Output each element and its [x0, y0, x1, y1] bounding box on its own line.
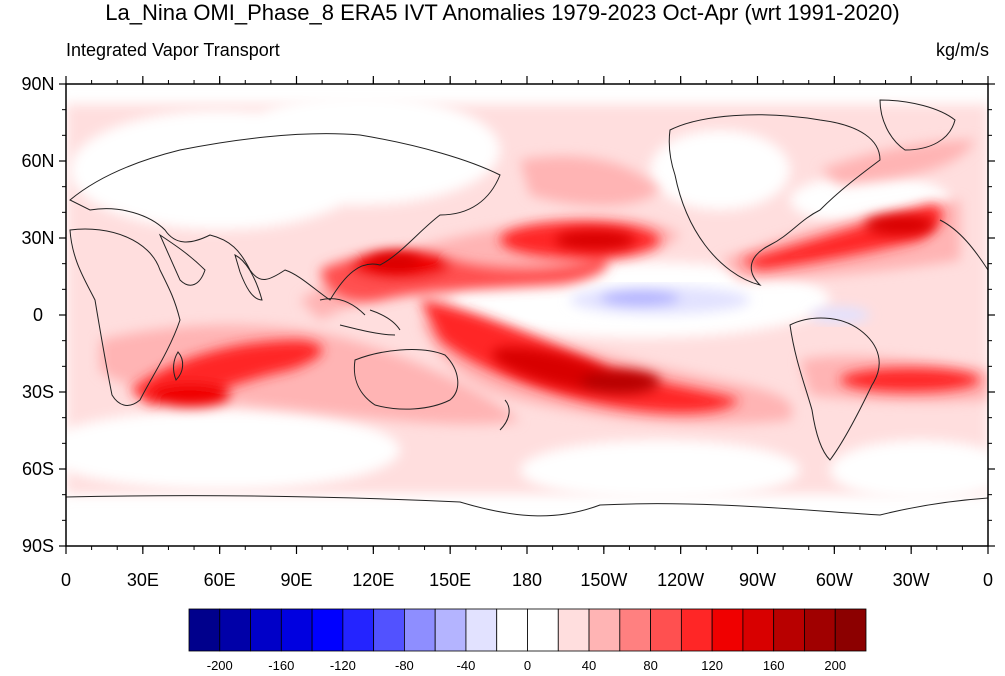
colorbar-swatch — [773, 608, 805, 652]
negative-anomaly-layer — [570, 286, 870, 323]
colorbar-swatch — [373, 608, 405, 652]
colorbar-swatch — [557, 608, 590, 652]
colorbar-swatch — [465, 608, 498, 652]
colorbar-swatch — [280, 608, 313, 652]
colorbar-swatch — [711, 608, 744, 652]
lon-tick-label: 30E — [127, 570, 159, 590]
lat-tick-label: 90S — [22, 536, 54, 556]
colorbar-swatch — [834, 608, 867, 652]
lon-tick-label: 90W — [739, 570, 776, 590]
lat-tick-label: 0 — [33, 305, 43, 325]
colorbar-swatch — [188, 608, 221, 652]
colorbar-swatch — [434, 608, 467, 652]
colorbar-swatch — [342, 608, 375, 652]
latitude-axis: 90N 60N 30N 0 30S 60S 90S — [21, 74, 995, 556]
units-label: kg/m/s — [935, 40, 989, 60]
colorbar-label: -120 — [330, 658, 356, 673]
colorbar-label: 80 — [643, 658, 657, 673]
colorbar-label: 0 — [524, 658, 531, 673]
lon-tick-label: 0 — [983, 570, 993, 590]
lat-tick-label: 30S — [22, 382, 54, 402]
colorbar-swatch — [311, 608, 344, 652]
plot-title: La_Nina OMI_Phase_8 ERA5 IVT Anomalies 1… — [105, 0, 900, 25]
lon-tick-label: 30W — [893, 570, 930, 590]
colorbar-label: -160 — [268, 658, 294, 673]
colorbar-swatch — [619, 608, 651, 652]
colorbar-swatch — [650, 608, 682, 652]
colorbar-label: 120 — [701, 658, 723, 673]
colorbar-swatch — [527, 608, 559, 652]
lat-tick-label: 30N — [21, 228, 54, 248]
colorbar-swatch — [496, 608, 528, 652]
lon-tick-label: 120W — [657, 570, 704, 590]
colorbar-swatch — [404, 608, 436, 652]
colorbar-swatch — [804, 608, 836, 652]
lon-tick-label: 120E — [352, 570, 394, 590]
colorbar-label: 160 — [763, 658, 785, 673]
lon-tick-label: 90E — [280, 570, 312, 590]
colorbar-swatch — [680, 608, 713, 652]
lat-tick-label: 90N — [21, 74, 54, 94]
coastlines — [66, 99, 988, 517]
colorbar-label: -200 — [207, 658, 233, 673]
lon-tick-label: 60W — [816, 570, 853, 590]
colorbar-swatch — [742, 608, 775, 652]
longitude-axis: 0 30E 60E 90E 120E 150E 180 150W 120W 90W 60W 30W 0 — [61, 76, 993, 590]
colorbar: -200 -160 -120 -80 -40 0 40 80 120 160 200 — [188, 608, 867, 673]
colorbar-label: -80 — [395, 658, 414, 673]
lon-tick-label: 60E — [204, 570, 236, 590]
colorbar-swatch — [250, 608, 282, 652]
colorbar-label: -40 — [457, 658, 476, 673]
lon-tick-label: 180 — [512, 570, 542, 590]
lat-tick-label: 60N — [21, 151, 54, 171]
anomaly-field — [66, 84, 988, 546]
lat-tick-label: 60S — [22, 459, 54, 479]
colorbar-swatch — [588, 608, 621, 652]
lon-tick-label: 150E — [429, 570, 471, 590]
peak-anomaly-layer — [370, 215, 935, 394]
colorbar-label: 200 — [824, 658, 846, 673]
neutral-anomaly-layer — [66, 95, 988, 500]
lon-tick-label: 150W — [580, 570, 627, 590]
lon-tick-label: 0 — [61, 570, 71, 590]
colorbar-swatch — [219, 608, 251, 652]
variable-label: Integrated Vapor Transport — [66, 40, 280, 60]
colorbar-label: 40 — [582, 658, 596, 673]
